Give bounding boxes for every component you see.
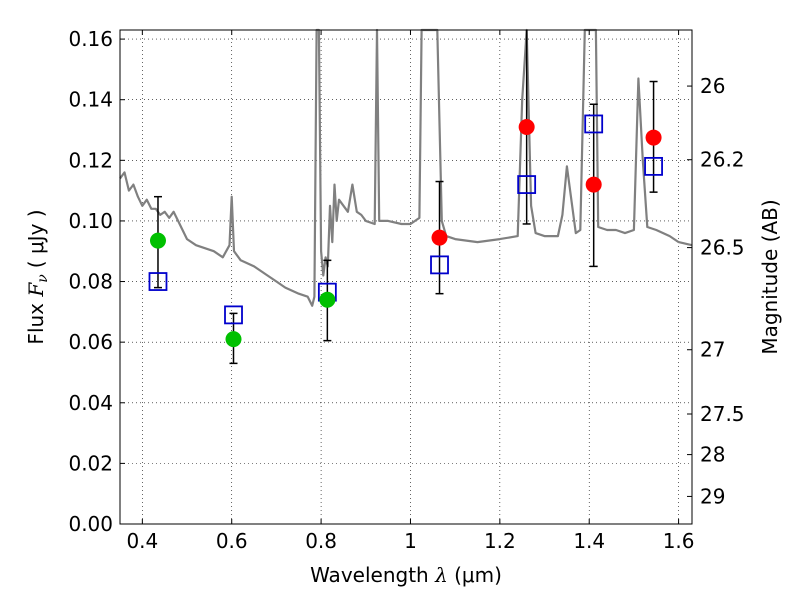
model-square-marker — [430, 255, 449, 275]
green-data-point — [225, 331, 242, 348]
model-square-marker — [644, 156, 663, 176]
spectrum-line — [119, 28, 693, 307]
y-tick-label: 0.08 — [68, 270, 113, 294]
x-tick-label: 1.2 — [484, 529, 516, 553]
green-data-point — [149, 232, 166, 249]
magnitude-tick-label: 29 — [700, 484, 725, 508]
y-tick-label: 0.16 — [68, 27, 113, 51]
grid-lines — [120, 30, 692, 525]
magnitude-tick-label: 27.5 — [700, 402, 745, 426]
magnitude-tick-labels: 26 26.2 26.5 27 27.5 28 29 — [700, 74, 745, 508]
green-data-point — [319, 291, 336, 308]
spectrum-layer — [119, 28, 693, 307]
model-square-marker — [584, 114, 604, 134]
model-square-marker — [148, 272, 168, 291]
magnitude-tick-label: 27 — [700, 338, 725, 362]
y-tick-label: 0.14 — [68, 88, 113, 112]
y2-axis-label: Magnitude (AB) — [758, 199, 782, 354]
x-tick-label: 0.8 — [305, 529, 337, 553]
y-tick-label: 0.04 — [68, 391, 113, 415]
y-tick-label: 0.12 — [68, 148, 113, 172]
magnitude-tick-label: 26.5 — [700, 236, 745, 260]
x-tick-label: 1.6 — [663, 529, 695, 553]
x-tick-labels: 0.4 0.6 0.8 1 1.2 1.4 1.6 — [126, 529, 694, 553]
x-tick-label: 0.4 — [126, 529, 158, 553]
x-tick-label: 1 — [404, 529, 417, 553]
x-tick-label: 0.6 — [216, 529, 248, 553]
y-axis-label: Flux Fν( μJy ) — [24, 209, 51, 344]
red-data-point — [518, 118, 535, 135]
plot-frame — [119, 29, 693, 525]
magnitude-tick-label: 26 — [700, 74, 725, 98]
tick-marks — [120, 30, 692, 525]
model-square-marker — [517, 175, 537, 194]
magnitude-tick-label: 26.2 — [700, 148, 745, 172]
red-data-point — [585, 176, 602, 193]
x-axis-label: Wavelength λ (μm) — [310, 563, 502, 587]
magnitude-tick-label: 28 — [700, 443, 725, 467]
y-tick-label: 0.10 — [68, 209, 113, 233]
model-square-marker — [224, 305, 243, 325]
point-layer — [148, 114, 663, 348]
y-tick-label: 0.00 — [68, 512, 113, 536]
red-data-point — [431, 229, 448, 246]
red-data-point — [645, 129, 662, 146]
y-tick-labels: 0.00 0.02 0.04 0.06 0.08 0.10 0.12 0.14 0.16 — [68, 27, 113, 536]
x-tick-label: 1.4 — [573, 529, 605, 553]
y-tick-label: 0.06 — [68, 330, 113, 354]
y-tick-label: 0.02 — [68, 451, 113, 475]
